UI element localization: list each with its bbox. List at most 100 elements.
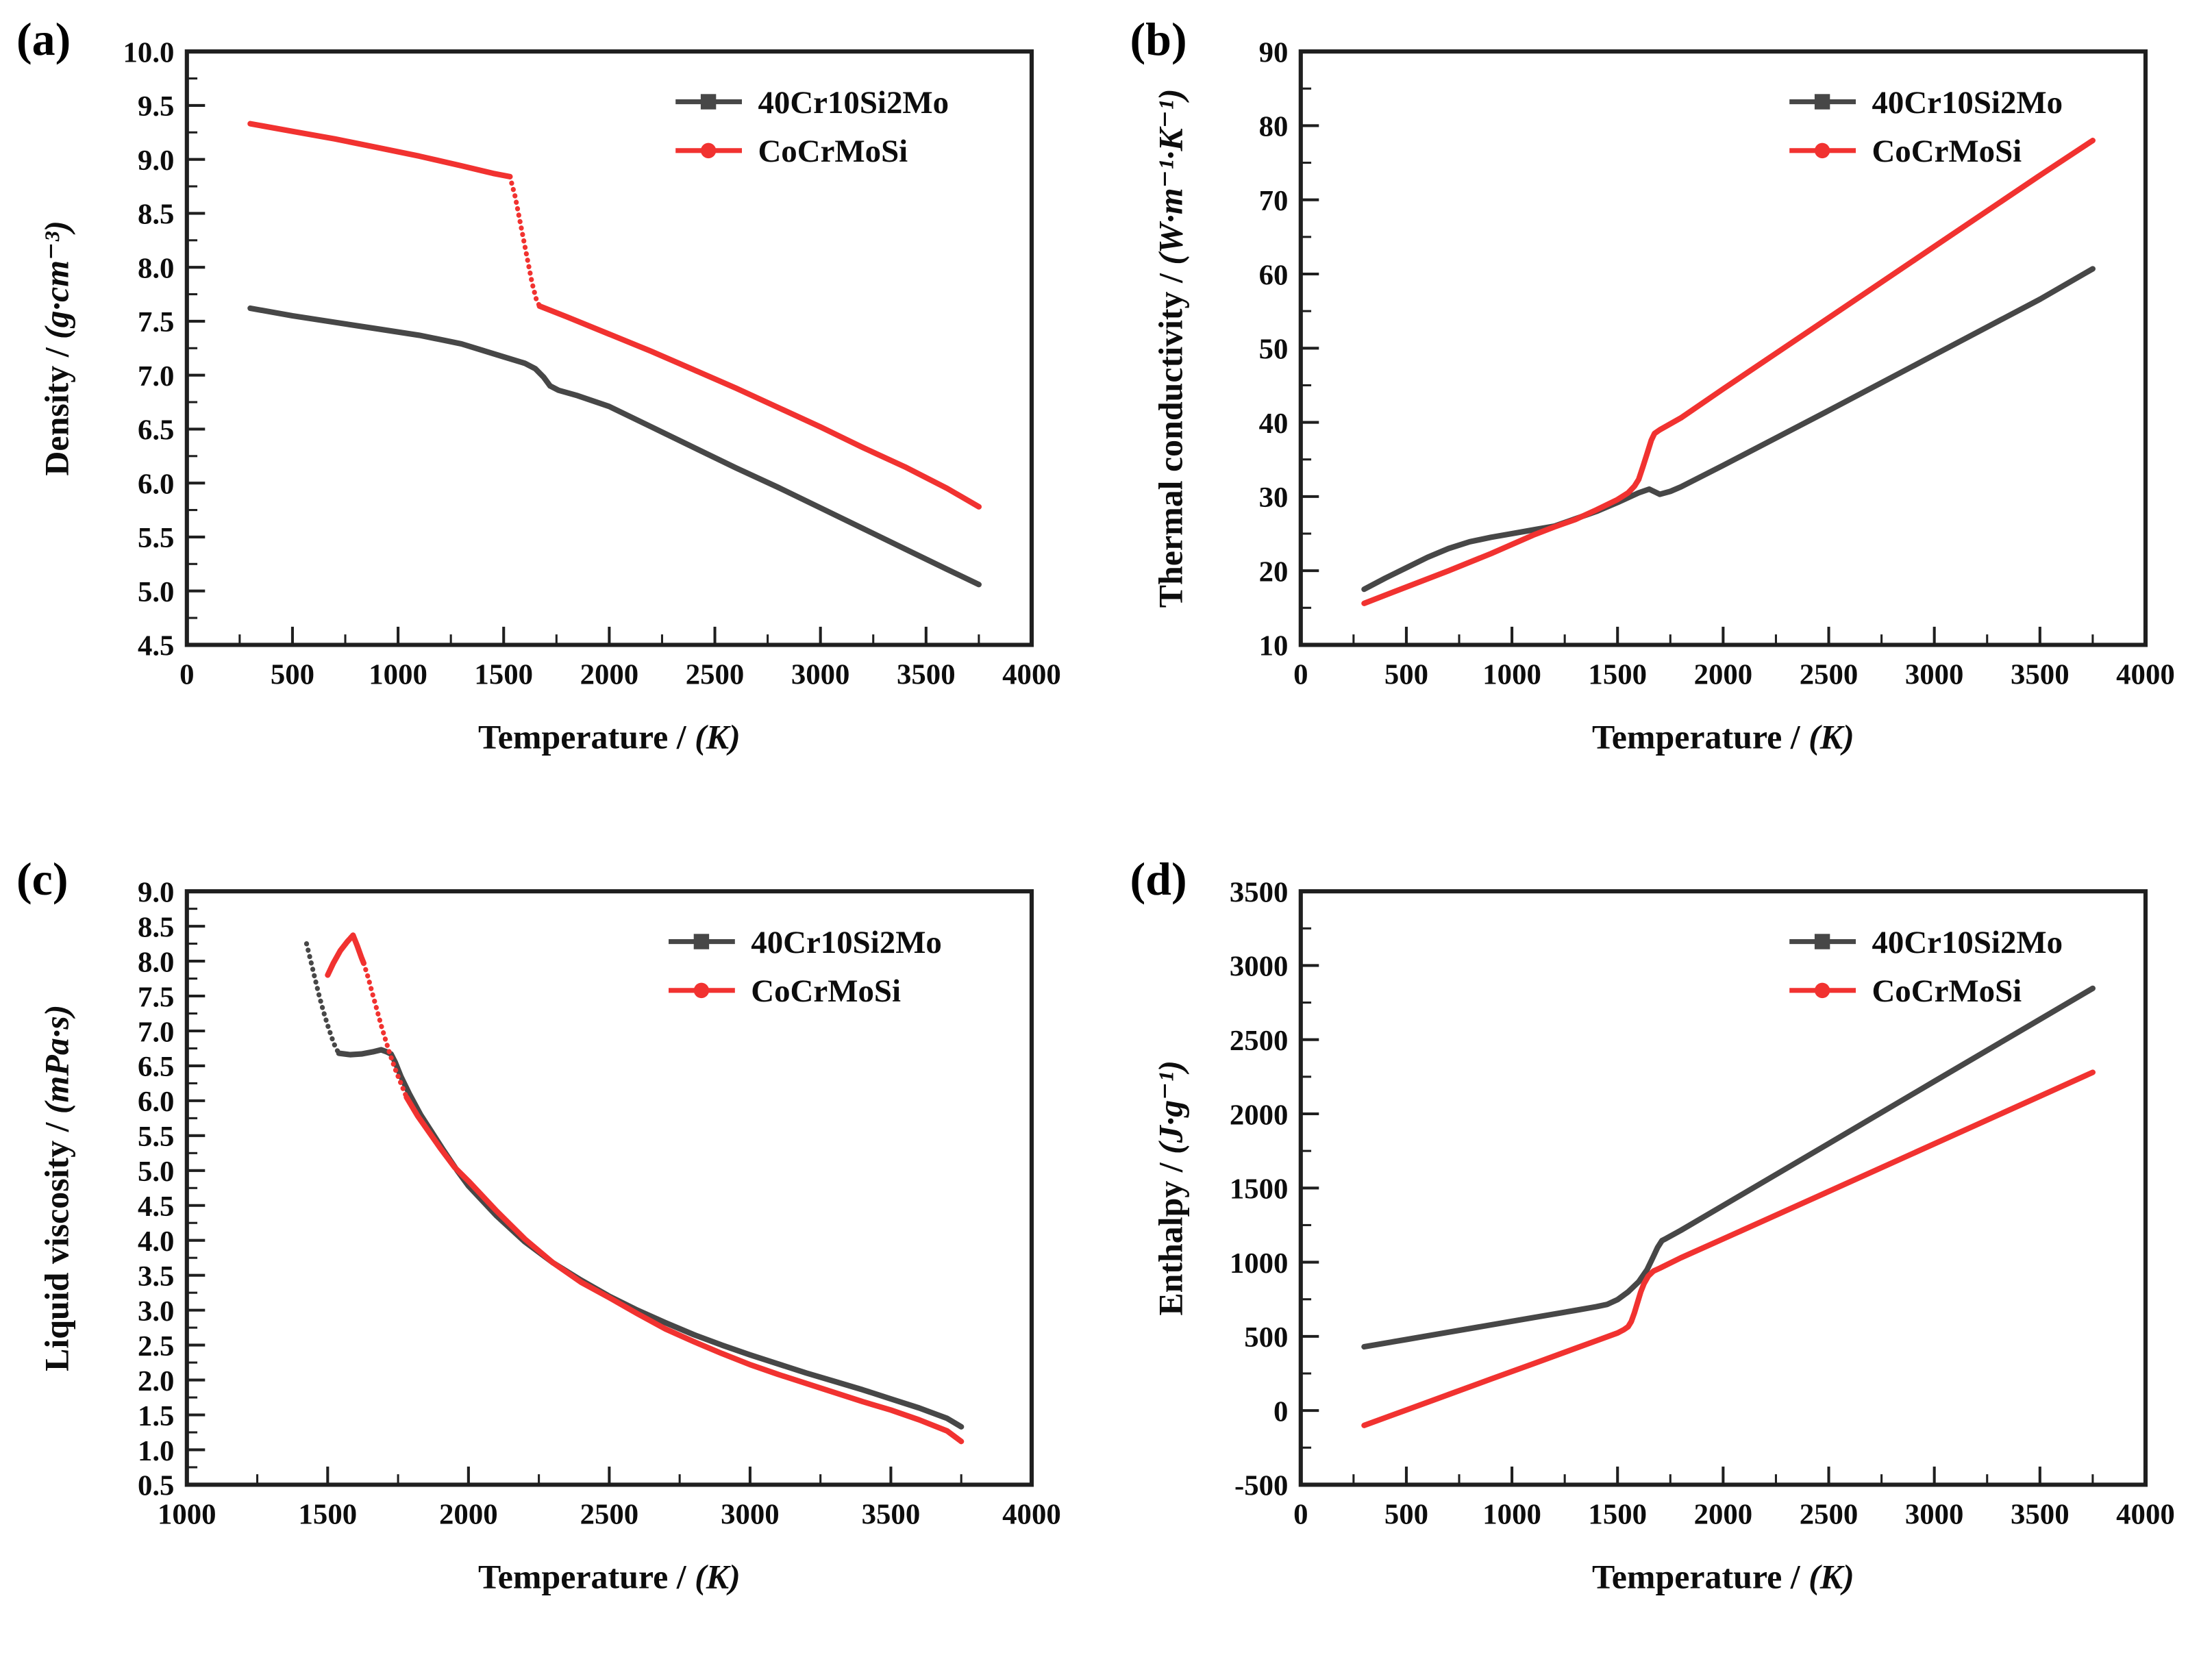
y-tick-label: 6.0 [138,1086,175,1118]
x-tick-label: 4000 [2116,1498,2175,1530]
x-tick-label: 0 [1293,1498,1308,1530]
x-tick-label: 2000 [1693,1498,1752,1530]
y-tick-label: 8.0 [138,252,175,284]
y-tick-label: 9.0 [138,145,175,177]
legend-circle-marker-icon [693,982,710,998]
series-CoCrMoSi [536,303,982,510]
x-tick-label: 2000 [580,658,639,690]
y-tick-label: 3.0 [138,1295,175,1328]
chart-thermal-conductivity: 0 500 1000 1500 2000 2500 3000 3500 4000 10 20 30 40… [1152,36,2174,756]
chart-density: 0 500 1000 1500 2000 2500 3000 3500 4000 4.5 5.0 5.… [38,36,1061,756]
x-tick-label: 1500 [1588,1498,1647,1530]
series-CoCrMoSi [325,932,356,978]
x-tick-label: 3000 [1904,658,1963,690]
legend-circle-marker-icon [1814,142,1830,159]
y-tick-label: 8.0 [138,946,175,978]
y-tick-label: 5.5 [138,522,175,554]
y-tick-label: 1500 [1229,1173,1288,1205]
x-tick-label: 1500 [474,658,533,690]
x-tick-label: 1000 [369,658,427,690]
y-tick-label: 9.5 [138,90,175,123]
x-tick-label: 3000 [721,1498,780,1530]
x-tick-label: 3000 [1904,1498,1963,1530]
y-tick-label: 60 [1258,259,1288,291]
y-tick-label: 7.5 [138,306,175,338]
y-tick-label: 2500 [1229,1025,1288,1057]
y-tick-label: 1.0 [138,1435,175,1467]
y-tick-label: 5.0 [138,576,175,608]
x-tick-label: 1000 [1482,658,1541,690]
legend-label: CoCrMoSi [1872,973,2022,1009]
y-tick-label: 4.5 [138,1191,175,1223]
series-40Cr10Si2Mo [1360,266,2096,593]
y-tick-label: 7.0 [138,360,175,393]
y-tick-label: 1000 [1229,1247,1288,1280]
x-axis-title: Temperature / (K) [478,1558,741,1595]
panel-c-liquid-viscosity: (c) 1000 1500 2000 2500 3000 3500 4000 0.5 1.0 1.… [12,849,1088,1645]
x-tick-label: 2500 [686,658,745,690]
y-tick-label: 70 [1258,185,1288,217]
x-tick-label: 2500 [580,1498,639,1530]
legend-label: 40Cr10Si2Mo [1872,925,2063,960]
panel-a-density: (a) 0 500 1000 1500 2000 2500 3000 3500 4000 4.5 5… [12,10,1088,806]
series-CoCrMoSi-dotted [507,174,543,309]
y-tick-label: 10.0 [123,36,175,69]
y-tick-label: 8.5 [138,199,175,231]
x-tick-label: 500 [1384,1498,1428,1530]
x-axis-title: Temperature / (K) [1592,1558,1854,1595]
plot-border [184,888,1034,1487]
y-tick-label: 4.0 [138,1225,175,1258]
y-tick-label: -500 [1234,1470,1287,1502]
legend-circle-marker-icon [700,142,717,159]
x-tick-label: 2500 [1799,658,1858,690]
series-CoCrMoSi [1360,1069,2096,1428]
legend-label: CoCrMoSi [758,134,908,169]
y-tick-label: 6.5 [138,1051,175,1083]
series-40Cr10Si2Mo-dotted [303,941,342,1056]
y-tick-label: 90 [1258,36,1288,69]
x-tick-label: 3500 [862,1498,921,1530]
panel-label-a: (a) [16,13,71,65]
panel-b-thermal-conductivity: (b) 0 500 1000 1500 2000 2500 3000 3500 4000 10 20… [1126,10,2202,806]
x-tick-label: 3500 [2011,658,2070,690]
y-tick-label: 80 [1258,111,1288,143]
y-tick-label: 40 [1258,408,1288,440]
series-CoCrMoSi-dotted [361,960,409,1100]
panel-label-b: (b) [1130,13,1187,65]
y-tick-label: 50 [1258,334,1288,366]
chart-enthalpy: 0 500 1000 1500 2000 2500 3000 3500 4000-5000500… [1152,876,2175,1595]
y-tick-label: 2.5 [138,1330,175,1362]
y-tick-label: 7.0 [138,1016,175,1048]
series-CoCrMoSi [403,1094,965,1445]
chart-liquid-viscosity: 1000 1500 2000 2500 3000 3500 4000 0.51.01.52.0… [38,876,1061,1595]
x-tick-label: 3500 [2011,1498,2070,1530]
y-tick-label: 2.0 [138,1365,175,1397]
y-tick-label: 4.5 [138,630,175,662]
series-CoCrMoSi [350,932,367,967]
x-tick-label: 1500 [1588,658,1647,690]
x-tick-label: 2000 [1693,658,1752,690]
x-tick-label: 1500 [299,1498,358,1530]
x-tick-label: 0 [1293,658,1308,690]
legend-square-marker-icon [1814,934,1830,949]
legend-square-marker-icon [700,94,717,110]
x-tick-label: 1000 [1482,1498,1541,1530]
legend-label: CoCrMoSi [1872,134,2022,169]
y-tick-label: 6.5 [138,414,175,447]
panel-label-c: (c) [16,852,69,905]
x-tick-label: 500 [271,658,314,690]
legend-square-marker-icon [693,934,710,949]
x-tick-label: 2500 [1799,1498,1858,1530]
legend-label: 40Cr10Si2Mo [758,85,949,121]
series-40Cr10Si2Mo [247,305,982,588]
y-tick-label: 6.0 [138,468,175,500]
series-CoCrMoSi [1360,138,2096,606]
y-tick-label: 3500 [1229,876,1288,908]
x-axis-title: Temperature / (K) [478,718,741,756]
legend-label: 40Cr10Si2Mo [751,925,942,960]
y-tick-label: 0 [1273,1395,1288,1428]
y-tick-label: 2000 [1229,1099,1288,1131]
y-tick-label: 3.5 [138,1260,175,1293]
y-tick-label: 0.5 [138,1470,175,1502]
